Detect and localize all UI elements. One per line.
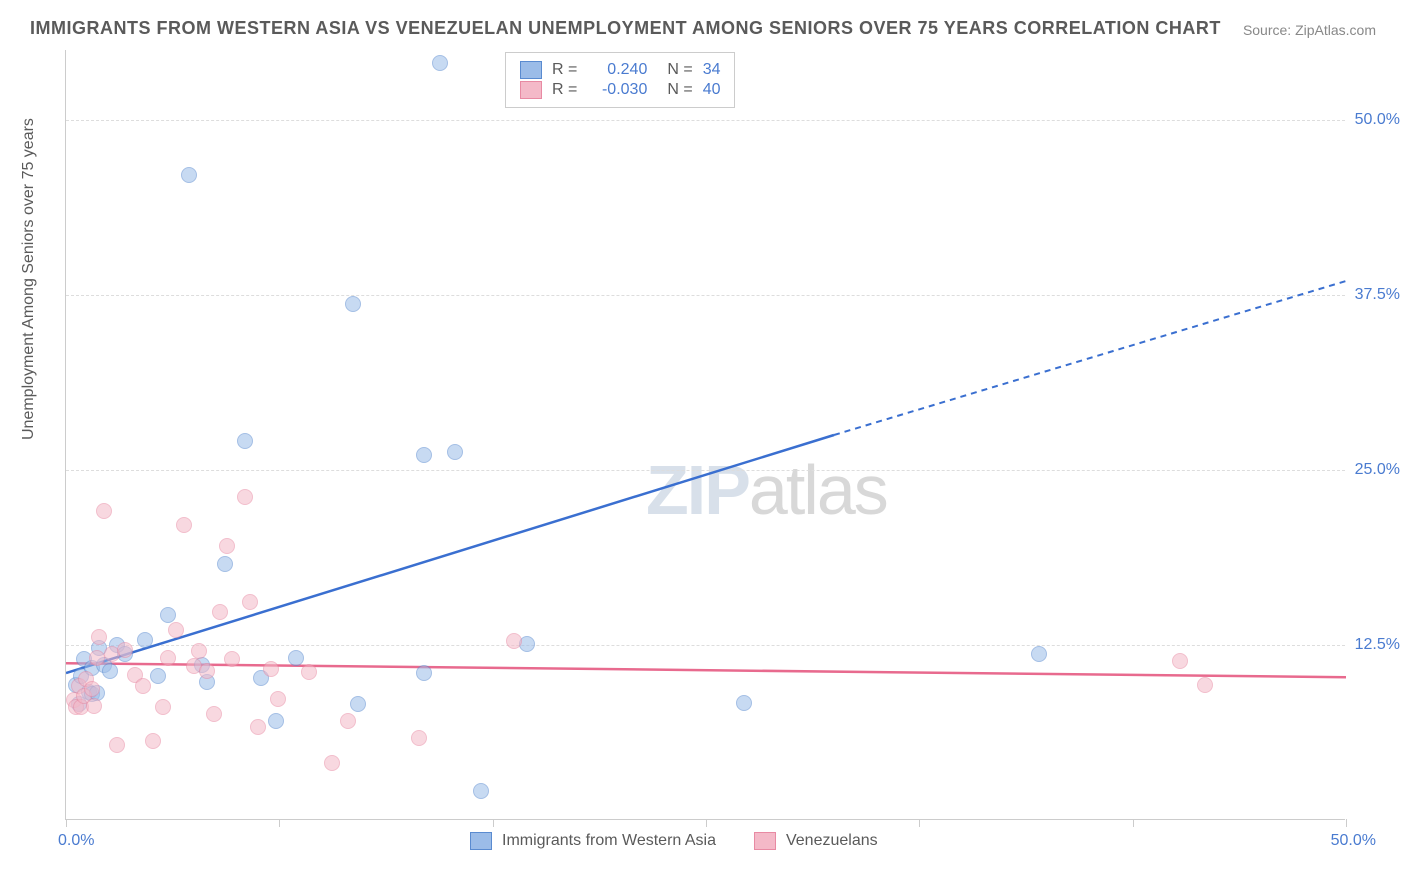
- scatter-point: [324, 755, 340, 771]
- scatter-point: [250, 719, 266, 735]
- x-tick: [66, 819, 67, 827]
- scatter-point: [263, 661, 279, 677]
- scatter-plot-area: ZIPatlas 12.5%25.0%37.5%50.0%: [65, 50, 1345, 820]
- scatter-point: [135, 678, 151, 694]
- scatter-point: [411, 730, 427, 746]
- legend-stat-row: R = 0.240 N = 34: [520, 61, 720, 79]
- scatter-point: [150, 668, 166, 684]
- scatter-point: [1172, 653, 1188, 669]
- scatter-point: [86, 698, 102, 714]
- scatter-point: [345, 296, 361, 312]
- x-tick: [919, 819, 920, 827]
- scatter-point: [168, 622, 184, 638]
- x-axis-max-label: 50.0%: [1331, 832, 1376, 850]
- scatter-point: [447, 444, 463, 460]
- watermark: ZIPatlas: [646, 450, 887, 530]
- trend-lines: [66, 50, 1346, 820]
- scatter-point: [212, 604, 228, 620]
- scatter-point: [109, 737, 125, 753]
- gridline: [66, 470, 1345, 471]
- scatter-point: [89, 650, 105, 666]
- x-tick: [493, 819, 494, 827]
- legend-series-name: Immigrants from Western Asia: [502, 832, 716, 850]
- scatter-point: [160, 650, 176, 666]
- n-label: N =: [667, 61, 692, 79]
- scatter-point: [473, 783, 489, 799]
- y-axis-label: Unemployment Among Seniors over 75 years: [20, 118, 38, 440]
- scatter-point: [219, 538, 235, 554]
- y-tick-label: 50.0%: [1355, 111, 1400, 129]
- watermark-thin: atlas: [749, 451, 887, 529]
- legend-series-name: Venezuelans: [786, 832, 878, 850]
- scatter-point: [506, 633, 522, 649]
- scatter-point: [432, 55, 448, 71]
- scatter-point: [416, 665, 432, 681]
- scatter-point: [137, 632, 153, 648]
- scatter-point: [237, 433, 253, 449]
- scatter-point: [224, 651, 240, 667]
- chart-title: IMMIGRANTS FROM WESTERN ASIA VS VENEZUEL…: [30, 18, 1221, 39]
- scatter-point: [242, 594, 258, 610]
- gridline: [66, 120, 1345, 121]
- scatter-point: [1031, 646, 1047, 662]
- scatter-point: [181, 167, 197, 183]
- scatter-point: [237, 489, 253, 505]
- n-label: N =: [667, 81, 692, 99]
- gridline: [66, 295, 1345, 296]
- trend-line-extrapolated: [834, 281, 1346, 435]
- scatter-point: [268, 713, 284, 729]
- scatter-point: [301, 664, 317, 680]
- r-label: R =: [552, 61, 577, 79]
- scatter-point: [736, 695, 752, 711]
- source-attribution: Source: ZipAtlas.com: [1243, 22, 1376, 38]
- legend-swatch: [520, 61, 542, 79]
- scatter-point: [340, 713, 356, 729]
- scatter-point: [91, 629, 107, 645]
- r-label: R =: [552, 81, 577, 99]
- source-name: ZipAtlas.com: [1295, 22, 1376, 38]
- scatter-point: [155, 699, 171, 715]
- scatter-point: [176, 517, 192, 533]
- scatter-point: [191, 643, 207, 659]
- scatter-point: [288, 650, 304, 666]
- source-prefix: Source:: [1243, 22, 1295, 38]
- legend-swatch: [520, 81, 542, 99]
- r-value: 0.240: [587, 61, 647, 79]
- correlation-legend: R = 0.240 N = 34 R = -0.030 N = 40: [505, 52, 735, 108]
- r-value: -0.030: [587, 81, 647, 99]
- scatter-point: [102, 663, 118, 679]
- scatter-point: [1197, 677, 1213, 693]
- x-tick: [279, 819, 280, 827]
- scatter-point: [96, 503, 112, 519]
- watermark-bold: ZIP: [646, 451, 749, 529]
- n-value: 34: [703, 61, 721, 79]
- scatter-point: [84, 681, 100, 697]
- x-tick: [1133, 819, 1134, 827]
- scatter-point: [416, 447, 432, 463]
- x-tick: [1346, 819, 1347, 827]
- n-value: 40: [703, 81, 721, 99]
- y-tick-label: 12.5%: [1355, 636, 1400, 654]
- scatter-point: [199, 663, 215, 679]
- scatter-point: [217, 556, 233, 572]
- series-legend: Immigrants from Western Asia Venezuelans: [470, 832, 878, 850]
- y-tick-label: 37.5%: [1355, 286, 1400, 304]
- scatter-point: [160, 607, 176, 623]
- legend-stat-row: R = -0.030 N = 40: [520, 81, 720, 99]
- legend-swatch: [754, 832, 776, 850]
- legend-swatch: [470, 832, 492, 850]
- x-tick: [706, 819, 707, 827]
- scatter-point: [270, 691, 286, 707]
- scatter-point: [206, 706, 222, 722]
- y-tick-label: 25.0%: [1355, 461, 1400, 479]
- scatter-point: [350, 696, 366, 712]
- gridline: [66, 645, 1345, 646]
- scatter-point: [145, 733, 161, 749]
- scatter-point: [117, 642, 133, 658]
- x-axis-min-label: 0.0%: [58, 832, 94, 850]
